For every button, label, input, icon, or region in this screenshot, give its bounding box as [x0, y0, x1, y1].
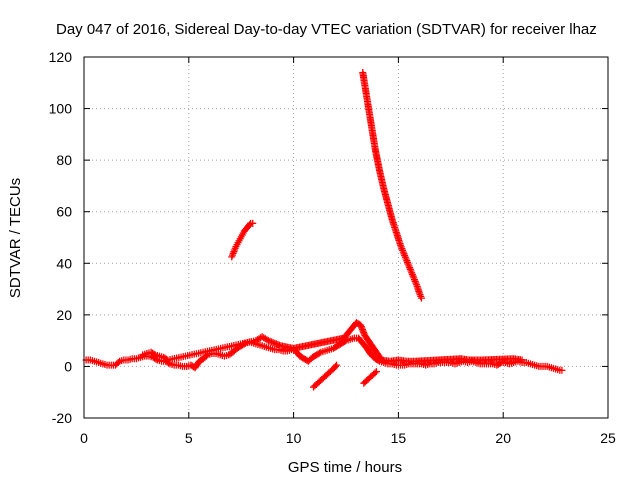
data-point — [150, 350, 158, 358]
data-point — [371, 369, 379, 377]
x-tick-label: 20 — [495, 430, 511, 446]
y-tick-label: 0 — [64, 358, 72, 374]
data-point — [152, 355, 160, 363]
x-tick-label: 15 — [391, 430, 407, 446]
x-tick-labels: 0 5 10 15 20 25 — [80, 430, 616, 446]
data-point — [518, 356, 526, 364]
data-point — [249, 219, 257, 227]
data-point — [315, 349, 323, 357]
y-tick-label: 100 — [49, 101, 73, 117]
data-point — [558, 366, 566, 374]
x-tick-label: 25 — [600, 430, 616, 446]
y-tick-label: 40 — [56, 255, 72, 271]
data-points — [82, 68, 566, 391]
data-point — [416, 291, 424, 299]
gridlines — [84, 57, 608, 418]
x-tick-label: 5 — [185, 430, 193, 446]
data-point — [263, 336, 271, 344]
data-point — [332, 362, 340, 370]
x-axis-label: GPS time / hours — [288, 459, 402, 476]
y-tick-label: 80 — [56, 152, 72, 168]
data-point — [372, 368, 380, 376]
data-point — [417, 294, 425, 302]
plot-frame — [83, 56, 609, 419]
y-tick-labels: -20 0 20 40 60 80 100 120 — [49, 49, 73, 426]
y-tick-label: 60 — [56, 204, 72, 220]
y-tick-label: 120 — [49, 49, 73, 65]
data-point — [246, 221, 254, 229]
x-tick-label: 10 — [286, 430, 302, 446]
data-point — [333, 361, 341, 369]
y-tick-label: 20 — [56, 307, 72, 323]
chart-title: Day 047 of 2016, Sidereal Day-to-day VTE… — [56, 21, 597, 38]
y-tick-label: -20 — [52, 410, 72, 426]
y-axis-label: SDTVAR / TECUs — [7, 178, 24, 298]
data-point — [165, 359, 173, 367]
x-tick-label: 0 — [80, 430, 88, 446]
